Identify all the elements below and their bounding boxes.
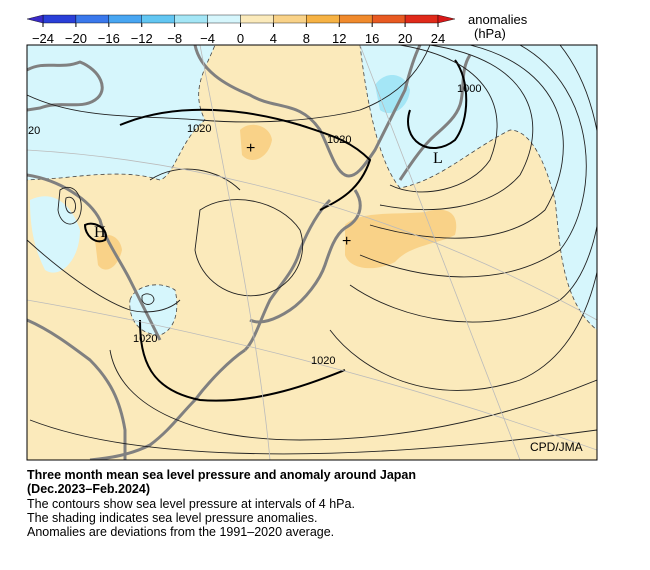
contour xyxy=(194,199,304,297)
coastline xyxy=(27,318,127,460)
longitude-line xyxy=(359,45,521,460)
contour-label: 1020 xyxy=(311,355,335,367)
colorbar-tick-label: −12 xyxy=(131,31,153,46)
contour-label: 1020 xyxy=(327,134,351,146)
latitude-line xyxy=(27,149,597,321)
colorbar-segment xyxy=(141,14,175,24)
contour-label: 1020 xyxy=(187,123,211,135)
coastline xyxy=(193,45,422,178)
positive-anomaly xyxy=(95,234,122,270)
contour xyxy=(369,45,564,239)
colorbar-segment xyxy=(75,14,110,24)
contour xyxy=(29,419,597,455)
colorbar-segment xyxy=(42,14,77,24)
contour xyxy=(359,45,587,278)
colorbar-tick-label: 8 xyxy=(303,31,310,46)
longitude-line xyxy=(199,45,271,460)
positive-anomaly xyxy=(240,124,272,160)
negative-anomaly xyxy=(359,45,597,331)
credit: CPD/JMA xyxy=(530,440,583,454)
contour xyxy=(83,222,107,243)
caption-line: Anomalies are deviations from the 1991–2… xyxy=(27,525,334,539)
contour xyxy=(379,45,534,210)
contour xyxy=(27,239,181,313)
contour xyxy=(329,110,597,391)
colorbar-segment xyxy=(108,14,142,24)
colorbar-segment xyxy=(207,14,241,24)
colorbar-segment xyxy=(371,14,406,24)
contour-label: 20 xyxy=(28,125,40,137)
anomaly-center: + xyxy=(246,140,255,157)
contour xyxy=(65,196,77,214)
caption-line: The contours show sea level pressure at … xyxy=(27,497,355,511)
contour xyxy=(109,349,597,441)
colorbar-segment xyxy=(404,14,439,24)
colorbar-segment xyxy=(273,14,307,24)
colorbar-tick-label: −8 xyxy=(167,31,182,46)
contour xyxy=(119,108,372,211)
contour xyxy=(149,168,241,191)
colorbar-unit: (hPa) xyxy=(474,26,506,41)
contour xyxy=(57,187,82,225)
caption-title: Three month mean sea level pressure and … xyxy=(27,468,416,482)
contour xyxy=(407,59,468,150)
colorbar-segment xyxy=(306,14,340,24)
map: 20 1020 1020 1000 1020 1020 L H + + CPD/… xyxy=(27,45,597,460)
negative-anomaly-strong xyxy=(375,74,410,114)
colorbar-tick-label: −4 xyxy=(200,31,215,46)
colorbar-tick-label: 12 xyxy=(332,31,346,46)
contour xyxy=(389,45,498,193)
contour-label: 1000 xyxy=(457,83,481,95)
colorbar-over xyxy=(437,14,456,24)
coastline xyxy=(27,60,104,112)
caption-period: (Dec.2023–Feb.2024) xyxy=(27,482,150,496)
colorbar-tick-label: 4 xyxy=(270,31,277,46)
coastline xyxy=(249,189,362,324)
contour-label: 1020 xyxy=(133,333,157,345)
anomaly-center: + xyxy=(342,233,351,250)
colorbar-tick-label: −16 xyxy=(98,31,120,46)
colorbar-tick-label: 16 xyxy=(365,31,379,46)
contour xyxy=(139,319,346,402)
latitude-line xyxy=(27,299,597,451)
colorbar-segment xyxy=(174,14,208,24)
colorbar-segment xyxy=(240,14,274,24)
caption-line: The shading indicates sea level pressure… xyxy=(27,511,317,525)
colorbar: −24 −20 −16 −12 −8 −4 0 4 8 12 16 20 24 xyxy=(26,14,456,46)
colorbar-title: anomalies xyxy=(468,12,528,27)
colorbar-segment xyxy=(339,14,373,24)
positive-anomaly xyxy=(345,209,457,269)
high-symbol: H xyxy=(94,224,106,241)
coastline xyxy=(27,173,162,341)
colorbar-tick-label: −20 xyxy=(65,31,87,46)
colorbar-tick-label: 24 xyxy=(431,31,445,46)
coastline xyxy=(243,198,332,352)
colorbar-tick-label: 0 xyxy=(237,31,244,46)
colorbar-tick-label: 20 xyxy=(398,31,412,46)
contour xyxy=(27,45,431,123)
colorbar-tick-label: −24 xyxy=(32,31,54,46)
low-symbol: L xyxy=(433,150,443,167)
contour xyxy=(141,293,155,305)
map-frame xyxy=(26,44,598,461)
negative-anomaly xyxy=(27,45,216,181)
colorbar-under xyxy=(26,14,44,24)
